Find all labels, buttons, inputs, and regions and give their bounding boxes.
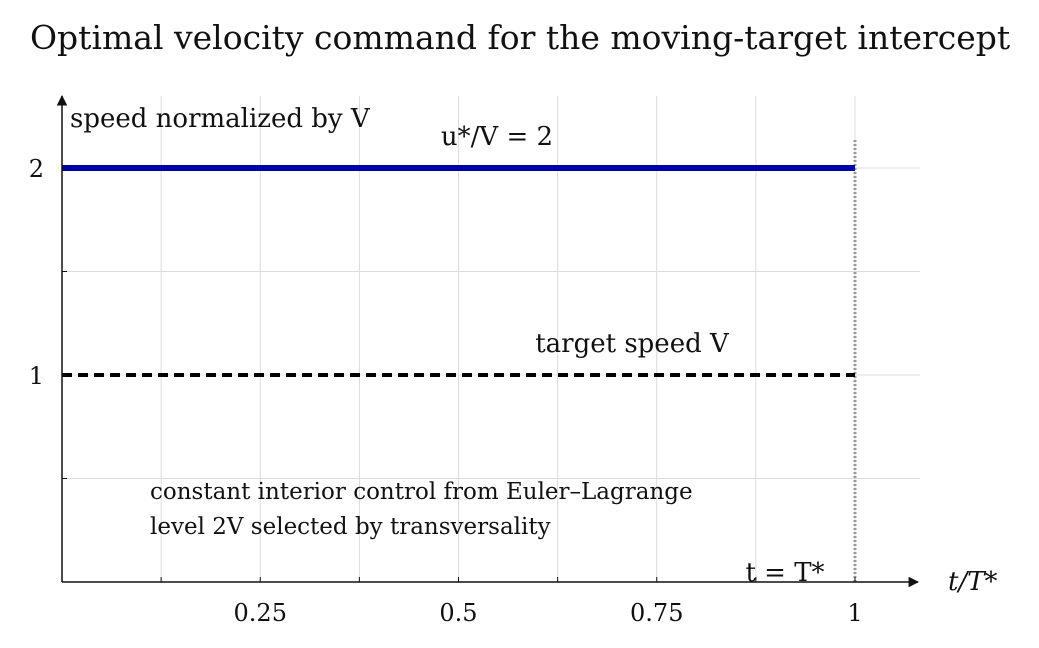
y-tick-label: 1 bbox=[29, 362, 44, 390]
x-tick-label: 0.25 bbox=[234, 599, 287, 627]
x-tick-label: 1 bbox=[847, 599, 862, 627]
x-tick-label: 0.5 bbox=[439, 599, 477, 627]
series-group bbox=[62, 140, 857, 582]
series-label-optimal: u*/V = 2 bbox=[441, 122, 553, 152]
axes bbox=[56, 94, 920, 588]
series-label-target: target speed V bbox=[535, 329, 730, 359]
x-axis-label: t/T* bbox=[948, 567, 998, 597]
annotation-text: level 2V selected by transversality bbox=[150, 514, 551, 540]
labels-group: 0.25 0.5 0.75 1 1 2 speed normalized by V t/T* u… bbox=[29, 104, 998, 627]
chart-title: Optimal velocity command for the moving-… bbox=[30, 18, 1011, 57]
y-axis-label: speed normalized by V bbox=[70, 104, 371, 134]
x-tick-label: 0.75 bbox=[630, 599, 683, 627]
annotation-text: constant interior control from Euler–Lag… bbox=[150, 479, 693, 505]
terminal-time-label: t = T* bbox=[745, 558, 824, 588]
y-tick-label: 2 bbox=[29, 155, 44, 183]
